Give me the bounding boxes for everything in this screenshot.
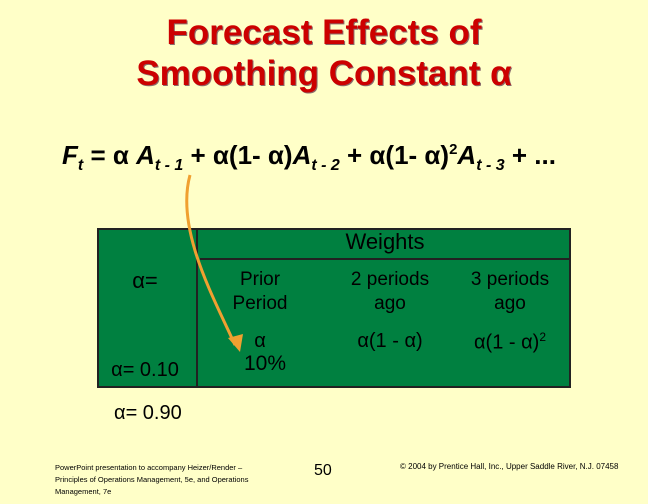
col-prior-line2: Period — [232, 293, 288, 314]
formula-f: F — [62, 140, 78, 170]
row-alpha-010-value: 10% — [243, 352, 287, 375]
formula-a3: A — [457, 140, 477, 170]
col-prior-symbol: α — [254, 330, 266, 352]
formula-s1: t - 1 — [154, 157, 184, 174]
col-2-periods-ago: 2 periods ago — [330, 268, 450, 316]
title-line-1: Forecast Effects of — [166, 13, 482, 52]
col-3-line2: ago — [494, 293, 526, 314]
arrow-curve — [185, 174, 237, 346]
formula-t: t — [77, 157, 84, 174]
formula-s2: t - 2 — [311, 157, 340, 174]
row-alpha-090: α= 0.90 — [114, 402, 182, 424]
formula-exp: 2 — [449, 141, 458, 158]
formula: Ft = α At - 1 + α(1- α)At - 2 + α(1- α)2… — [62, 140, 556, 175]
arrow-head-icon — [228, 334, 243, 352]
footer-left: PowerPoint presentation to accompany Hei… — [55, 463, 249, 496]
formula-s3: t - 3 — [476, 157, 505, 174]
col-2-symbol: α(1 - α) — [357, 330, 423, 352]
col-3-symbol: α(1 - α) — [473, 331, 540, 354]
table-divider — [196, 228, 198, 388]
formula-plus1: + α(1- α) — [183, 140, 293, 170]
col-3-periods-ago: 3 periods ago — [455, 268, 565, 316]
col-3-symbol-wrap: α(1 - α)2 — [455, 330, 565, 355]
footer-right: © 2004 by Prentice Hall, Inc., Upper Sad… — [400, 462, 619, 471]
col-prior-period: Prior Period — [220, 268, 300, 316]
formula-plus2: + α(1- α) — [339, 140, 450, 170]
formula-a2: A — [292, 140, 312, 170]
weights-header-band — [200, 228, 570, 260]
row-alpha-010: α= 0.10 — [111, 359, 179, 381]
col-2-line1: 2 periods — [350, 269, 430, 290]
formula-a1: A — [136, 140, 155, 170]
col-2-line2: ago — [374, 293, 406, 314]
formula-eq: = α — [83, 140, 137, 170]
formula-tail: + ... — [504, 140, 556, 170]
weights-label: Weights — [345, 229, 425, 254]
weights-table — [97, 228, 571, 388]
col-3-symbol-exp: 2 — [539, 330, 547, 344]
title-line-2: Smoothing Constant α — [136, 54, 512, 93]
alpha-header: α= — [132, 268, 158, 293]
page-number: 50 — [314, 462, 332, 479]
col-3-line1: 3 periods — [470, 269, 550, 290]
col-prior-line1: Prior — [239, 269, 281, 290]
